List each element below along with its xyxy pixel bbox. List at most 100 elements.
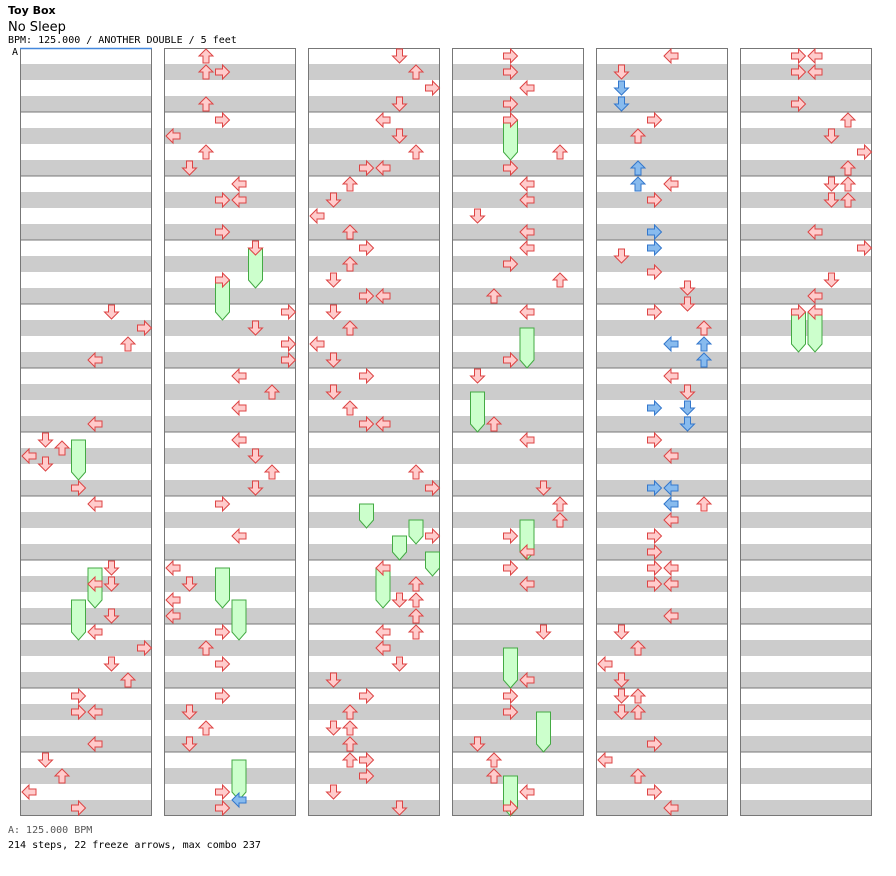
step-arrow-down-icon [679,384,696,400]
step-arrow-left-icon [807,287,823,305]
beat-stripe [596,288,728,304]
step-arrow-down-icon [325,672,342,688]
step-arrow-left-icon [663,799,679,817]
step-arrow-up-icon [629,704,647,720]
step-arrow-up-icon [407,144,425,160]
step-arrow-left-icon [663,511,679,529]
column-border [452,48,584,816]
beat-stripe [452,576,584,592]
step-arrow-right-icon [71,799,87,817]
step-arrow-left-icon [663,447,679,465]
step-arrow-right-icon [359,239,375,257]
step-arrow-down-icon [391,800,408,816]
step-arrow-up-icon [551,512,569,528]
beat-stripe [20,352,152,368]
beat-stripe [164,672,296,688]
chart-column [452,48,584,816]
step-arrow-right-icon [647,575,663,593]
freeze-arrow [392,535,407,561]
step-arrow-left-icon [663,47,679,65]
step-arrow-up-icon [695,320,713,336]
step-arrow-down-icon [613,96,630,112]
step-arrow-left-icon [87,415,103,433]
chart-column [740,48,872,816]
step-arrow-right-icon [503,47,519,65]
step-arrow-right-icon [425,79,441,97]
beat-stripe [740,608,872,624]
beat-stripe [164,704,296,720]
beat-stripe [740,640,872,656]
step-arrow-up-icon [629,688,647,704]
step-arrow-down-icon [247,320,264,336]
step-arrow-left-icon [21,783,37,801]
step-arrow-right-icon [647,543,663,561]
freeze-arrow [71,439,86,481]
step-arrow-right-icon [359,751,375,769]
beat-stripe [20,64,152,80]
freeze-arrow [408,519,424,545]
step-arrow-left-icon [231,175,247,193]
step-arrow-right-icon [791,95,807,113]
beat-stripe [20,160,152,176]
step-arrow-down-icon [613,688,630,704]
step-arrow-right-icon [215,687,231,705]
step-arrow-down-icon [37,752,54,768]
step-arrow-left-icon [807,47,823,65]
step-arrow-down-icon [613,64,630,80]
beat-stripe [20,224,152,240]
beat-stripe [452,544,584,560]
step-arrow-up-icon [341,704,359,720]
beat-stripe [596,128,728,144]
beat-stripe [308,256,440,272]
step-arrow-up-icon [695,496,713,512]
step-arrow-down-icon [679,400,696,416]
step-arrow-right-icon [647,559,663,577]
step-arrow-right-icon [647,735,663,753]
beat-stripe [164,320,296,336]
step-arrow-left-icon [519,191,535,209]
beat-stripe [596,320,728,336]
step-arrow-up-icon [341,752,359,768]
step-arrow-left-icon [309,207,325,225]
beat-stripe [308,96,440,112]
beat-stripe [740,416,872,432]
chart-column [596,48,728,816]
step-arrow-left-icon [231,367,247,385]
song-title: No Sleep [8,20,66,35]
step-arrow-right-icon [503,255,519,273]
step-arrow-up-icon [485,288,503,304]
step-arrow-down-icon [247,240,264,256]
step-arrow-right-icon [647,431,663,449]
step-arrow-left-icon [231,527,247,545]
step-arrow-down-icon [391,48,408,64]
beat-stripe [596,512,728,528]
step-arrow-down-icon [325,192,342,208]
step-arrow-down-icon [391,96,408,112]
beat-stripe [308,384,440,400]
step-arrow-right-icon [647,239,663,257]
beat-stripe [596,640,728,656]
step-arrow-up-icon [629,160,647,176]
step-arrow-down-icon [181,160,198,176]
freeze-arrow [503,647,518,689]
step-arrow-down-icon [469,208,486,224]
step-arrow-left-icon [165,127,181,145]
beat-stripe [308,480,440,496]
step-arrow-up-icon [197,640,215,656]
beat-stripe [20,512,152,528]
column-border [596,48,728,816]
step-arrow-down-icon [37,456,54,472]
beat-stripe [308,128,440,144]
step-arrow-left-icon [375,287,391,305]
column-border [740,48,872,816]
beat-stripe [308,672,440,688]
step-arrow-right-icon [215,111,231,129]
beat-stripe [164,736,296,752]
beat-stripe [596,800,728,816]
beat-stripe [740,288,872,304]
step-arrow-down-icon [823,192,840,208]
beat-stripe [308,608,440,624]
step-arrow-up-icon [407,624,425,640]
step-arrow-right-icon [647,191,663,209]
beat-stripe [740,800,872,816]
